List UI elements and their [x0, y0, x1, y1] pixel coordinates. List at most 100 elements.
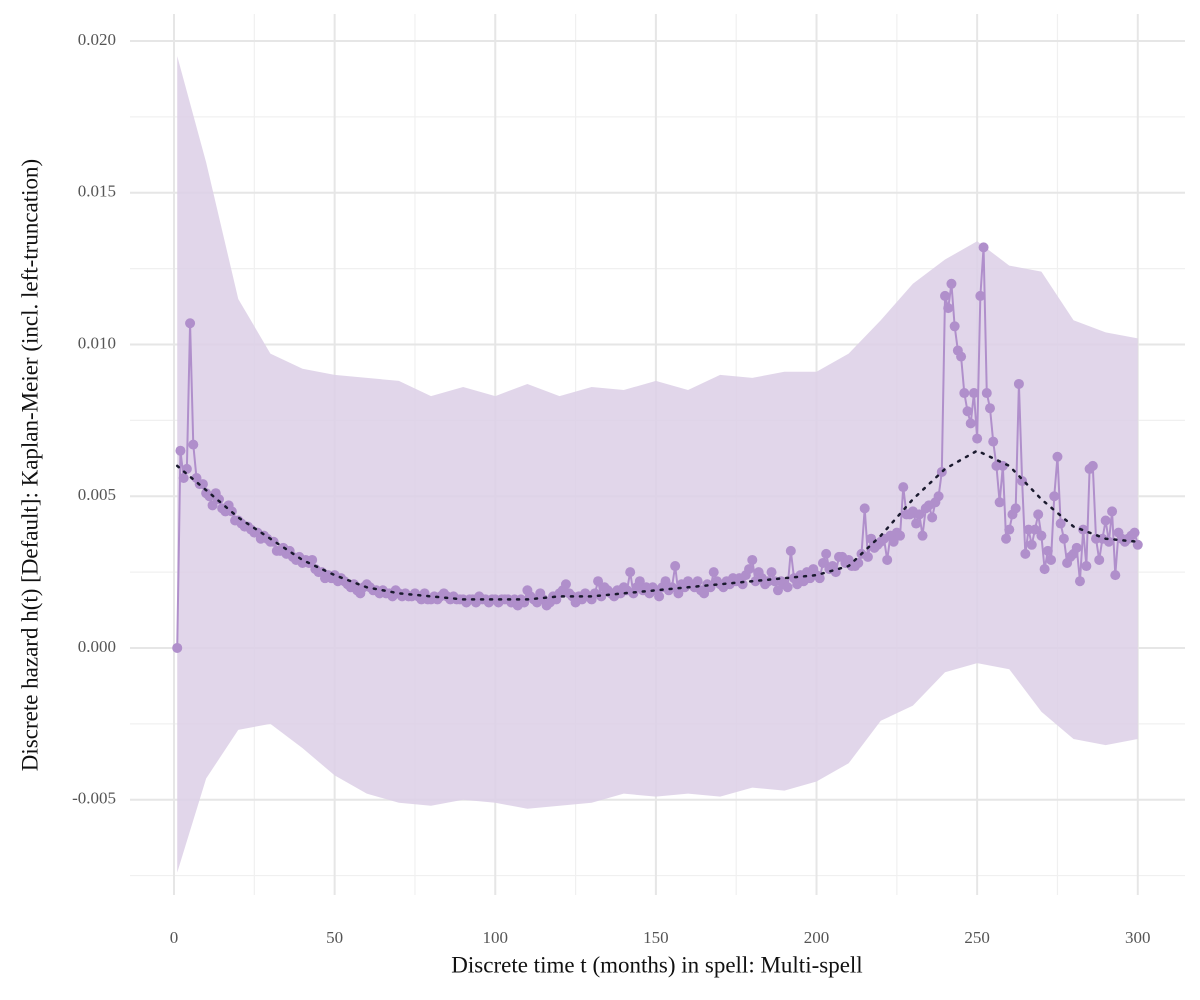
hazard-point: [1107, 506, 1118, 517]
x-tick-label: 200: [804, 928, 830, 947]
hazard-point: [188, 439, 199, 450]
hazard-point: [692, 576, 703, 587]
hazard-point: [673, 588, 684, 599]
y-tick-label: 0.010: [78, 333, 116, 352]
hazard-point: [1055, 518, 1066, 529]
hazard-point: [1087, 460, 1098, 471]
hazard-point: [207, 500, 218, 511]
hazard-point: [772, 585, 783, 596]
hazard-point: [933, 491, 944, 502]
hazard-point: [1042, 545, 1053, 556]
hazard-point: [708, 567, 719, 578]
hazard-point: [895, 530, 906, 541]
hazard-point: [197, 479, 208, 490]
hazard-point: [596, 591, 607, 602]
hazard-point: [654, 591, 665, 602]
x-tick-label: 50: [326, 928, 343, 947]
x-tick-label: 250: [964, 928, 990, 947]
hazard-point: [956, 351, 967, 362]
hazard-point: [1081, 561, 1092, 572]
x-tick-label: 300: [1125, 928, 1151, 947]
hazard-point: [178, 473, 189, 484]
hazard-point: [744, 564, 755, 575]
x-tick-label: 100: [483, 928, 509, 947]
hazard-point: [1094, 554, 1105, 565]
confidence-band: [177, 56, 1138, 873]
hazard-point: [862, 551, 873, 562]
hazard-point: [965, 418, 976, 429]
hazard-point: [660, 576, 671, 587]
hazard-point: [1058, 533, 1069, 544]
hazard-point: [1010, 503, 1021, 514]
hazard-point: [1052, 451, 1063, 462]
y-axis-title: Discrete hazard h(t) [Default]: Kaplan-M…: [17, 159, 42, 771]
y-tick-label: 0.020: [78, 30, 116, 49]
hazard-point: [670, 561, 681, 572]
hazard-point: [994, 497, 1005, 508]
hazard-point: [859, 503, 870, 514]
hazard-point: [747, 554, 758, 565]
hazard-point: [1033, 509, 1044, 520]
hazard-point: [988, 436, 999, 447]
y-tick-label: 0.000: [78, 637, 116, 656]
hazard-point: [172, 642, 183, 653]
hazard-point: [1039, 564, 1050, 575]
hazard-point: [634, 576, 645, 587]
hazard-point: [940, 290, 951, 301]
hazard-point: [1036, 530, 1047, 541]
hazard-point: [817, 557, 828, 568]
hazard-point: [1129, 527, 1140, 538]
x-tick-label: 0: [170, 928, 179, 947]
hazard-point: [1020, 548, 1031, 559]
hazard-point: [814, 573, 825, 584]
hazard-point: [1110, 570, 1121, 581]
hazard-point: [1074, 576, 1085, 587]
hazard-point: [1004, 524, 1015, 535]
hazard-point: [1049, 491, 1060, 502]
hazard-point: [1071, 542, 1082, 553]
hazard-point: [1013, 378, 1024, 389]
hazard-point: [737, 579, 748, 590]
hazard-point: [560, 579, 571, 590]
hazard-point: [1001, 533, 1012, 544]
hazard-point: [1029, 524, 1040, 535]
hazard-point: [1132, 539, 1143, 550]
hazard-point: [917, 530, 928, 541]
y-tick-label: 0.005: [78, 485, 116, 504]
hazard-point: [1026, 539, 1037, 550]
y-tick-label: 0.015: [78, 182, 116, 201]
hazard-point: [185, 318, 196, 329]
hazard-point: [943, 303, 954, 314]
hazard-point: [975, 290, 986, 301]
hazard-point: [175, 445, 186, 456]
hazard-point: [699, 588, 710, 599]
hazard-point: [821, 548, 832, 559]
hazard-point: [1100, 515, 1111, 526]
hazard-point: [782, 582, 793, 593]
hazard-point: [997, 460, 1008, 471]
y-tick-label: -0.005: [72, 789, 116, 808]
hazard-point: [946, 278, 957, 289]
x-axis-title: Discrete time t (months) in spell: Multi…: [451, 952, 862, 977]
hazard-point: [1046, 554, 1057, 565]
hazard-point: [911, 518, 922, 529]
hazard-point: [914, 509, 925, 520]
hazard-point: [766, 567, 777, 578]
hazard-point: [972, 433, 983, 444]
hazard-point: [625, 567, 636, 578]
hazard-point: [978, 242, 989, 253]
hazard-point: [981, 388, 992, 399]
hazard-point: [949, 321, 960, 332]
hazard-point: [927, 512, 938, 523]
hazard-point: [968, 388, 979, 399]
hazard-point: [888, 536, 899, 547]
hazard-point: [593, 576, 604, 587]
hazard-point: [984, 403, 995, 414]
hazard-point: [962, 406, 973, 417]
hazard-point: [213, 494, 224, 505]
hazard-point: [882, 554, 893, 565]
x-tick-label: 150: [643, 928, 669, 947]
hazard-point: [898, 482, 909, 493]
